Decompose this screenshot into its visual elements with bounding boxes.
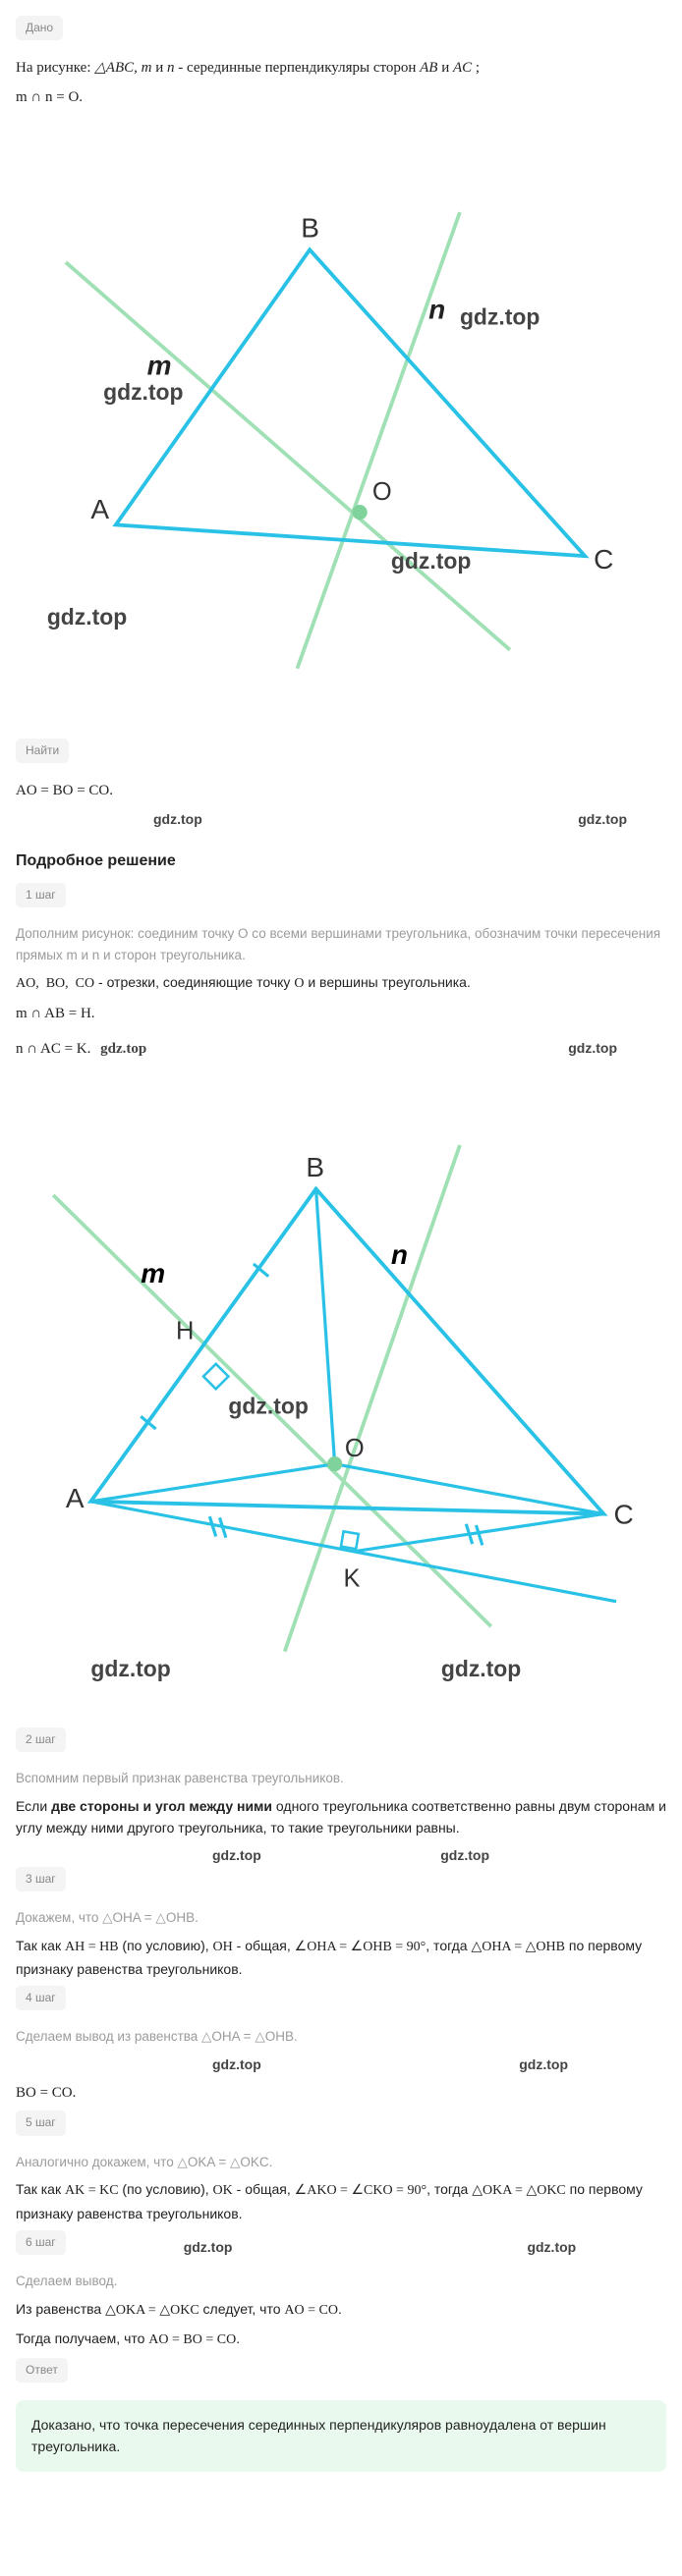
diagram-1: A B C O m n gdz.top gdz.top gdz.top gdz.… xyxy=(16,125,666,712)
point-o xyxy=(352,505,367,520)
watermark: gdz.top xyxy=(441,1656,521,1681)
badge-step-4: 4 шаг xyxy=(16,1986,66,2010)
math: AO, BO, CO xyxy=(16,976,94,991)
txt: ; xyxy=(476,60,480,76)
label-k: K xyxy=(344,1564,361,1592)
step1-desc: Дополним рисунок: соединим точку O со вс… xyxy=(16,923,666,965)
step3-claim: Докажем, что △OHA = △OHB. xyxy=(16,1907,666,1929)
watermark: gdz.top xyxy=(47,604,127,630)
step3-proof: Так как AH = HB (по условию), OH - общая… xyxy=(16,1935,666,1981)
badge-given: Дано xyxy=(16,16,63,40)
watermark: gdz.top xyxy=(90,1656,170,1681)
label-n: n xyxy=(428,295,445,325)
math: AB xyxy=(420,60,437,76)
label-c2: C xyxy=(614,1500,634,1530)
badge-step-2: 2 шаг xyxy=(16,1727,66,1752)
badge-step-1: 1 шаг xyxy=(16,883,66,907)
step2-intro: Вспомним первый признак равенства треуго… xyxy=(16,1768,666,1789)
txt: и xyxy=(441,60,453,76)
right-angle-h xyxy=(203,1364,228,1389)
badge-step-5: 5 шаг xyxy=(16,2110,66,2135)
math: O xyxy=(294,976,304,991)
watermark: gdz.top xyxy=(153,808,202,830)
watermark: gdz.top xyxy=(568,1037,617,1059)
watermark: gdz.top xyxy=(212,2054,261,2075)
step5-proof: Так как AK = KC (по условию), OK - общая… xyxy=(16,2178,666,2224)
watermark: gdz.top xyxy=(100,1041,146,1057)
watermark: gdz.top xyxy=(212,1844,261,1866)
line-n xyxy=(297,212,459,669)
right-angle-k xyxy=(341,1531,359,1549)
watermark: gdz.top xyxy=(578,808,627,830)
txt: и xyxy=(155,60,167,76)
math: AC xyxy=(453,60,472,76)
step6-intro: Сделаем вывод. xyxy=(16,2271,666,2292)
watermark: gdz.top xyxy=(103,379,183,405)
txt: На рисунке: xyxy=(16,60,94,76)
watermark: gdz.top xyxy=(228,1394,308,1419)
math: n ∩ AC = K. xyxy=(16,1041,90,1057)
math: △ABC, m xyxy=(94,60,151,76)
step4-intro: Сделаем вывод из равенства △OHA = △OHB. xyxy=(16,2026,666,2048)
label-b: B xyxy=(301,213,319,244)
txt: - серединные перпендикуляры сторон xyxy=(178,60,420,76)
label-m: m xyxy=(147,351,172,381)
step6-r2: Тогда получаем, что AO = BO = CO. xyxy=(16,2328,666,2351)
step1-mab: m ∩ AB = H. xyxy=(16,1002,666,1025)
point-o2 xyxy=(327,1456,342,1471)
label-c: C xyxy=(594,544,613,575)
section-solution-title: Подробное решение xyxy=(16,849,666,874)
given-line-1: На рисунке: △ABC, m и n - серединные пер… xyxy=(16,56,666,80)
diagram-2: A B C O H K m n gdz.top gdz.top gdz.top xyxy=(16,1076,666,1702)
txt: - отрезки, соединяющие точку xyxy=(98,974,294,990)
watermark: gdz.top xyxy=(460,304,540,330)
line-n2 xyxy=(285,1145,460,1652)
watermark: gdz.top xyxy=(519,2054,568,2075)
seg-co xyxy=(335,1464,604,1514)
watermark: gdz.top xyxy=(391,548,471,574)
watermark: gdz.top xyxy=(184,2236,233,2258)
watermark: gdz.top xyxy=(527,2236,576,2258)
step5-claim: Аналогично докажем, что △OKA = △OKC. xyxy=(16,2152,666,2173)
math: n xyxy=(167,60,175,76)
seg-ao xyxy=(90,1464,334,1502)
badge-step-6: 6 шаг xyxy=(16,2230,66,2255)
label-n2: n xyxy=(391,1239,408,1270)
label-m2: m xyxy=(141,1258,165,1288)
step4-result: BO = CO. xyxy=(16,2081,666,2105)
txt: и вершины треугольника. xyxy=(308,974,471,990)
label-h: H xyxy=(176,1317,194,1344)
label-o2: O xyxy=(345,1435,365,1462)
label-a: A xyxy=(90,494,109,524)
answer-box: Доказано, что точка пересечения серединн… xyxy=(16,2400,666,2472)
label-a2: A xyxy=(66,1483,85,1513)
watermark: gdz.top xyxy=(440,1844,489,1866)
tick-kc2 xyxy=(476,1525,482,1545)
badge-step-3: 3 шаг xyxy=(16,1867,66,1891)
label-o: O xyxy=(372,478,392,506)
step6-r1: Из равенства △OKA = △OKC следует, что AO… xyxy=(16,2298,666,2322)
find-line: AO = BO = CO. xyxy=(16,779,666,802)
step2-rule: Если две стороны и угол между ними одног… xyxy=(16,1795,666,1839)
badge-answer: Ответ xyxy=(16,2358,68,2383)
label-b2: B xyxy=(306,1152,324,1182)
badge-find: Найти xyxy=(16,739,69,763)
given-line-2: m ∩ n = O. xyxy=(16,85,666,109)
step1-segments: AO, BO, CO - отрезки, соединяющие точку … xyxy=(16,971,666,995)
step1-nac: n ∩ AC = K. gdz.top xyxy=(16,1037,146,1061)
seg-bo xyxy=(316,1188,335,1463)
